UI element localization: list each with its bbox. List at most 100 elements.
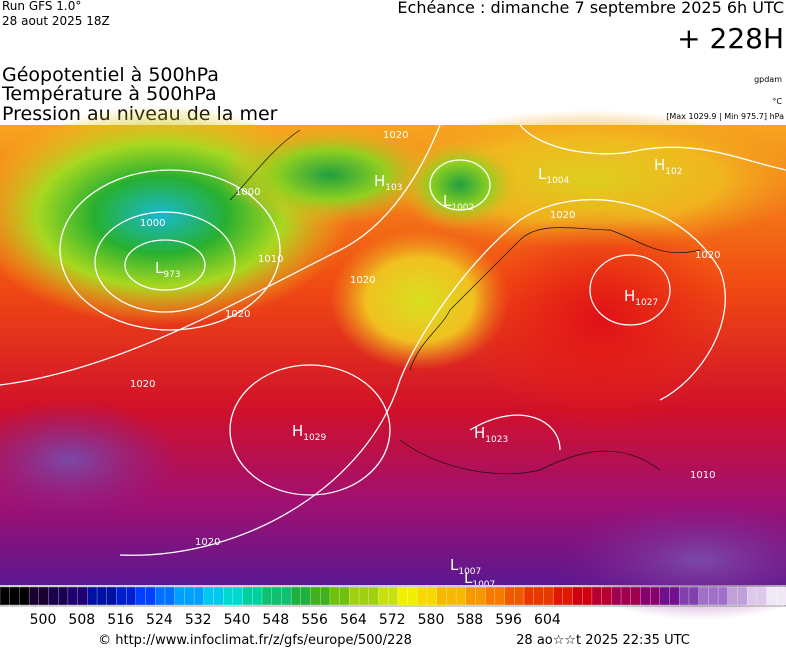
colorbar-swatch	[252, 586, 263, 606]
center-value: 1029	[303, 433, 326, 443]
center-value: 1004	[546, 176, 569, 186]
colorbar-label: 580	[418, 612, 445, 628]
isobar-label: 1010	[690, 470, 715, 481]
colorbar-swatch	[417, 586, 428, 606]
center-kind: H	[654, 156, 665, 174]
colorbar-swatch	[620, 586, 632, 606]
pressure-center: H1029	[292, 422, 326, 443]
isobar-label: 1020	[350, 275, 375, 286]
colorbar-label: 540	[224, 612, 251, 628]
colorbar-swatch	[87, 586, 98, 606]
colorbar-swatch	[67, 586, 79, 606]
pressure-center: H1027	[624, 287, 658, 308]
colorbar-swatch	[426, 586, 438, 606]
colorbar-swatch	[601, 586, 612, 606]
center-value: 1002	[451, 203, 474, 213]
colorbar-swatch	[552, 586, 564, 606]
colorbar-label: 516	[107, 612, 134, 628]
colorbar-label: 532	[185, 612, 212, 628]
center-value: 103	[385, 183, 402, 193]
colorbar-swatch	[213, 586, 224, 606]
colorbar-swatch	[485, 586, 496, 606]
colorbar-swatch	[397, 586, 409, 606]
colorbar-swatch	[281, 586, 292, 606]
colorbar-swatch	[184, 586, 195, 606]
colorbar-label: 588	[456, 612, 483, 628]
unit: °C	[772, 97, 782, 106]
colorbar-swatch	[649, 586, 661, 606]
center-kind: L	[155, 259, 164, 277]
colorbar-swatch	[0, 586, 11, 606]
isobar-label: 1020	[195, 537, 220, 548]
pressure-center: H103	[374, 172, 402, 193]
colorbar-swatch	[300, 586, 312, 606]
colorbar-label: 556	[301, 612, 328, 628]
colorbar-swatch	[378, 586, 389, 606]
colorbar-swatch	[106, 586, 118, 606]
colorbar-swatch	[708, 586, 719, 606]
isobar-label: 1020	[550, 210, 575, 221]
colorbar-swatch	[640, 586, 651, 606]
colorbar-swatch	[9, 586, 21, 606]
colorbar-swatch	[533, 586, 545, 606]
colorbar-swatch	[125, 586, 137, 606]
colorbar-swatch	[436, 586, 448, 606]
colorbar-swatch	[96, 586, 108, 606]
colorbar-swatch	[174, 586, 186, 606]
pressure-center: L1004	[538, 165, 570, 186]
colorbar-label: 572	[379, 612, 406, 628]
colorbar-swatch	[679, 586, 690, 606]
colorbar-swatch	[223, 586, 234, 606]
colorbar-swatch	[310, 586, 321, 606]
footer-date: 28 ao☆☆t 2025 22:35 UTC	[516, 633, 690, 648]
colorbar-swatch	[756, 586, 768, 606]
run: Run GFS 1.0°	[2, 0, 81, 13]
colorbar-swatch	[475, 586, 486, 606]
colorbar-swatch	[329, 586, 341, 606]
isobar-label: 1000	[235, 187, 260, 198]
colorbar-swatch	[38, 586, 50, 606]
colorbar-swatch	[358, 586, 370, 606]
center-value: 1023	[485, 435, 508, 445]
pressure-center: H102	[654, 156, 682, 177]
forecast: Echéance : dimanche 7 septembre 2025 6h …	[397, 0, 784, 17]
center-kind: L	[450, 556, 459, 574]
colorbar-swatch	[562, 586, 574, 606]
colorbar-swatch	[582, 586, 593, 606]
colorbar-swatch	[698, 586, 710, 606]
colorbar-swatch	[514, 586, 525, 606]
colorbar-swatch	[572, 586, 583, 606]
colorbar-swatch	[232, 586, 244, 606]
colorbar-swatch	[688, 586, 700, 606]
colorbar-swatch	[504, 586, 515, 606]
colorbar-swatch	[465, 586, 477, 606]
colorbar-frame	[0, 585, 786, 607]
colorbar-swatch	[58, 586, 69, 606]
field: Géopotentiel à 500hPa	[2, 64, 219, 86]
colorbar-swatch	[776, 586, 786, 606]
pressure-center: L973	[155, 259, 181, 280]
colorbar-swatch	[630, 586, 642, 606]
colorbar-swatch	[242, 586, 253, 606]
colorbar-swatch	[766, 586, 777, 606]
colorbar-swatch	[737, 586, 748, 606]
footer-source: © http://www.infoclimat.fr/z/gfs/europe/…	[98, 633, 412, 648]
center-kind: L	[464, 569, 473, 587]
colorbar-swatch	[717, 586, 729, 606]
pressure-center: L1002	[443, 192, 474, 213]
colorbar-swatch	[669, 586, 680, 606]
colorbar-swatch	[494, 586, 506, 606]
isobar-label: 1020	[130, 379, 155, 390]
pressure-center: H1023	[474, 424, 508, 445]
colorbar-label: 564	[340, 612, 367, 628]
pressure-range: [Max 1029.9 | Min 975.7] hPa	[666, 112, 784, 121]
colorbar-swatch	[659, 586, 671, 606]
center-kind: H	[292, 422, 303, 440]
colorbar-swatch	[455, 586, 467, 606]
colorbar-swatch	[290, 586, 302, 606]
center-kind: H	[474, 424, 485, 442]
field: Température à 500hPa	[1, 83, 217, 105]
isobar-label: 1000	[140, 218, 165, 229]
colorbar-swatch	[387, 586, 399, 606]
